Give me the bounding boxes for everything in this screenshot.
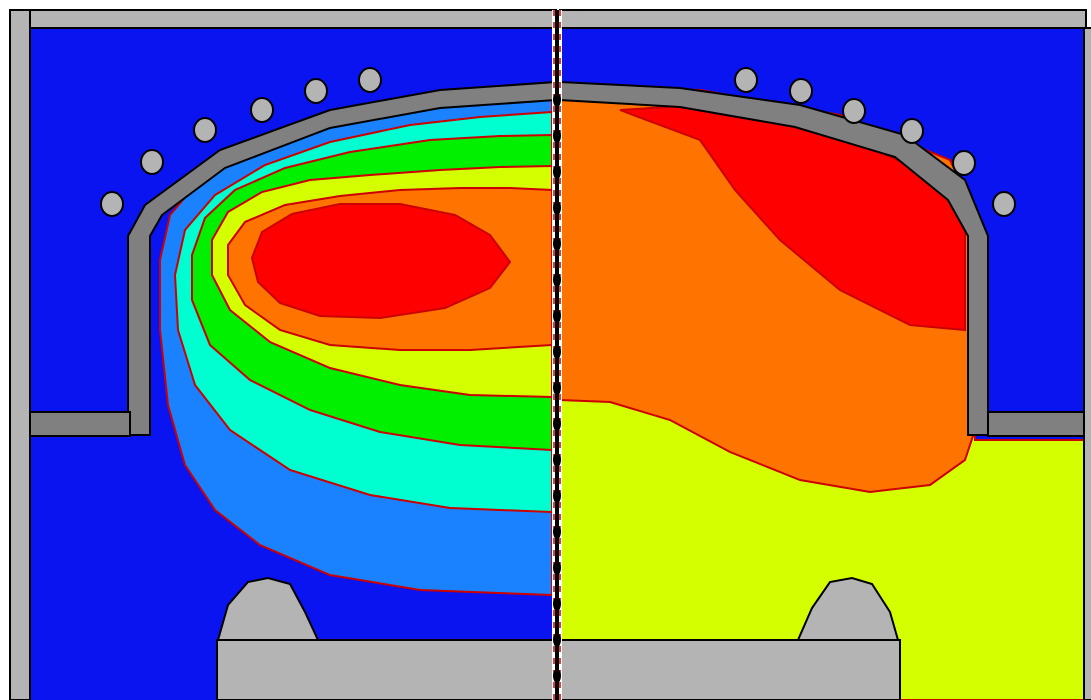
left-outer-wall [10, 10, 30, 700]
right-bolt-3 [843, 99, 865, 123]
left-bolt-4 [251, 98, 273, 122]
center-divider [552, 10, 562, 700]
divider-tick [553, 309, 561, 323]
top-bar-left [28, 10, 556, 28]
left-bolt-5 [305, 79, 327, 103]
left-shelf [30, 412, 130, 436]
divider-tick [553, 201, 561, 215]
divider-tick [553, 453, 561, 467]
left-base-block [217, 640, 556, 700]
divider-tick [553, 489, 561, 503]
right-base-block [560, 640, 900, 700]
divider-tick [553, 633, 561, 647]
right-bolt-2 [790, 79, 812, 103]
divider-tick [553, 669, 561, 683]
divider-tick [553, 525, 561, 539]
divider-tick [553, 129, 561, 143]
divider-tick [553, 165, 561, 179]
right-outer-wall [1084, 28, 1091, 700]
right-bolt-6 [993, 192, 1015, 216]
divider-tick [553, 381, 561, 395]
divider-tick [553, 237, 561, 251]
right-bolt-5 [953, 151, 975, 175]
left-bolt-3 [194, 118, 216, 142]
left-bolt-6 [359, 68, 381, 92]
right-bolt-1 [735, 68, 757, 92]
top-bar-right [560, 10, 1086, 28]
divider-tick [553, 273, 561, 287]
right-shelf [988, 412, 1084, 436]
divider-tick [553, 597, 561, 611]
divider-tick [553, 417, 561, 431]
left-bolt-1 [101, 192, 123, 216]
left-bolt-2 [141, 150, 163, 174]
divider-tick [553, 93, 561, 107]
divider-tick [553, 561, 561, 575]
divider-tick [553, 345, 561, 359]
right-bolt-4 [901, 119, 923, 143]
